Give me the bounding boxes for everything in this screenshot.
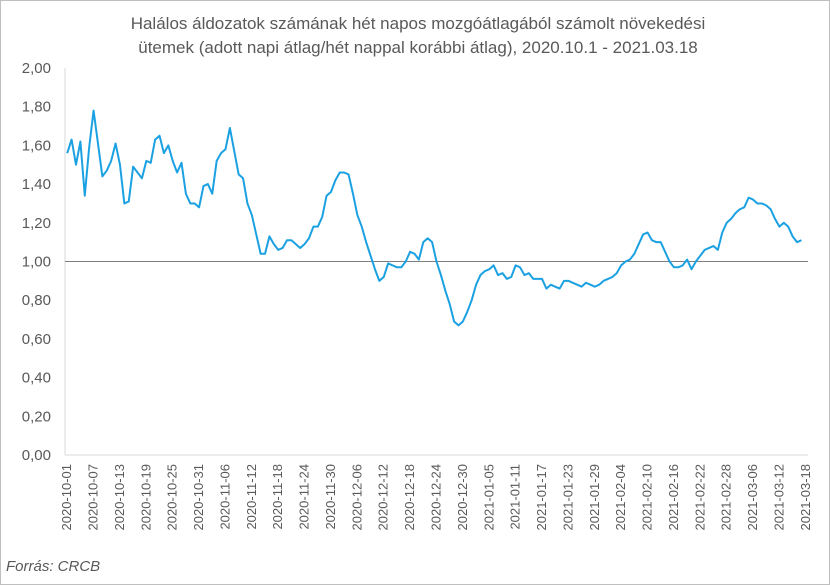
x-tick-label: 2021-01-17 (534, 464, 549, 531)
x-tick-label: 2021-02-04 (613, 464, 628, 531)
x-tick-label: 2020-12-18 (402, 464, 417, 531)
y-tick-label: 0,60 (22, 331, 51, 348)
x-tick-label: 2020-11-30 (323, 464, 338, 530)
x-tick-label: 2020-12-24 (429, 464, 444, 531)
y-tick-label: 1,40 (22, 176, 51, 193)
y-tick-label: 1,80 (22, 99, 51, 116)
x-tick-label: 2020-12-06 (349, 464, 364, 531)
x-tick-label: 2021-02-22 (692, 464, 707, 531)
chart-title-line-2: ütemek (adott napi átlag/hét nappal korá… (138, 38, 698, 57)
x-tick-label: 2021-01-29 (587, 464, 602, 531)
x-tick-label: 2020-10-13 (112, 464, 127, 531)
x-tick-label: 2020-10-31 (191, 464, 206, 531)
y-tick-label: 0,20 (22, 408, 51, 425)
x-tick-label: 2020-11-12 (244, 464, 259, 530)
y-tick-label: 2,00 (22, 60, 51, 77)
x-tick-label: 2021-03-06 (745, 464, 760, 531)
x-tick-label: 2021-03-12 (771, 464, 786, 531)
x-tick-label: 2021-01-23 (560, 464, 575, 531)
x-tick-label: 2021-03-18 (798, 464, 813, 531)
x-tick-label: 2021-01-05 (481, 464, 496, 531)
x-tick-label: 2021-02-10 (640, 464, 655, 531)
y-tick-label: 1,60 (22, 137, 51, 154)
y-tick-label: 1,20 (22, 215, 51, 232)
source-note: Forrás: CRCB (6, 558, 101, 575)
x-tick-label: 2020-12-30 (455, 464, 470, 531)
x-tick-label: 2021-01-11 (508, 464, 523, 530)
x-tick-label: 2020-11-18 (270, 464, 285, 530)
x-tick-label: 2020-10-07 (86, 464, 101, 531)
series-line (66, 109, 802, 327)
x-tick-label: 2020-12-12 (376, 464, 391, 531)
chart-title: Halálos áldozatok számának hét napos moz… (60, 12, 776, 60)
y-tick-label: 0,80 (22, 292, 51, 309)
x-tick-label: 2020-11-24 (297, 464, 312, 530)
x-tick-label: 2020-11-06 (218, 464, 233, 530)
x-tick-label: 2020-10-19 (138, 464, 153, 531)
y-tick-label: 0,00 (22, 447, 51, 464)
x-tick-label: 2021-02-16 (666, 464, 681, 531)
x-tick-label: 2020-10-25 (165, 464, 180, 531)
x-tick-label: 2021-02-28 (719, 464, 734, 531)
y-tick-label: 0,40 (22, 370, 51, 387)
y-tick-label: 1,00 (22, 254, 51, 271)
x-tick-label: 2020-10-01 (59, 464, 74, 531)
chart-title-line-1: Halálos áldozatok számának hét napos moz… (130, 14, 706, 33)
